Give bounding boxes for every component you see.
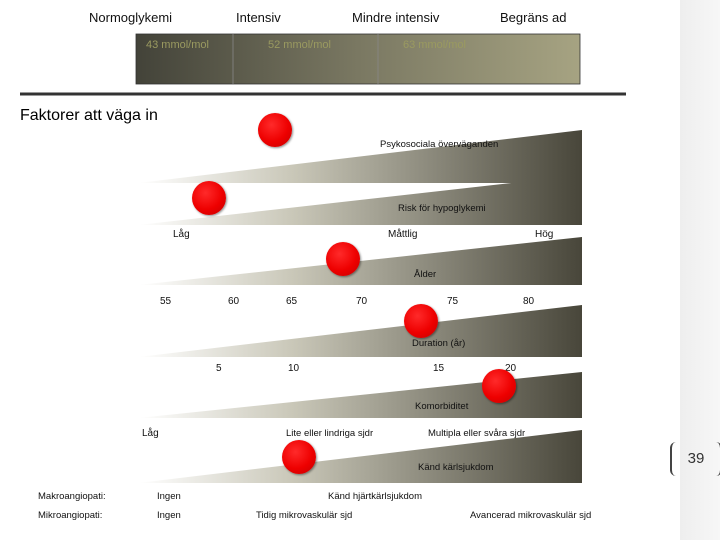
band-value-43: 43 mmol/mol bbox=[146, 39, 209, 51]
target-band bbox=[135, 33, 581, 85]
marker-komorbiditet bbox=[482, 369, 516, 403]
dur-tick-10: 10 bbox=[288, 363, 300, 374]
mikro-early: Tidig mikrovaskulär sjd bbox=[256, 510, 353, 521]
wedge-duration bbox=[138, 305, 582, 357]
makro-label: Makroangiopati: bbox=[38, 491, 106, 502]
wedge-alder bbox=[138, 237, 582, 285]
komorb-low: Låg bbox=[142, 428, 159, 439]
header-begransad: Begräns ad bbox=[500, 10, 567, 25]
wedge-komorbiditet bbox=[138, 372, 582, 418]
mikro-label: Mikroangiopati: bbox=[38, 510, 103, 521]
marker-karlsjukdom bbox=[282, 440, 316, 474]
makro-known: Känd hjärtkärlsjukdom bbox=[328, 491, 422, 502]
komorb-mid: Lite eller lindriga sjdr bbox=[286, 428, 374, 439]
label-psykosociala: Psykosociala överväganden bbox=[380, 139, 499, 150]
age-tick-70: 70 bbox=[356, 296, 368, 307]
wedge-hypoglykemi bbox=[138, 175, 582, 225]
age-tick-75: 75 bbox=[447, 296, 459, 307]
side-strip bbox=[680, 0, 720, 540]
header-normoglykemi: Normoglykemi bbox=[89, 10, 173, 25]
age-tick-80: 80 bbox=[523, 296, 535, 307]
marker-duration bbox=[404, 304, 438, 338]
header-mindre-intensiv: Mindre intensiv bbox=[352, 10, 440, 25]
hypo-high: Hög bbox=[535, 229, 554, 240]
komorb-high: Multipla eller svåra sjdr bbox=[428, 428, 526, 439]
label-karlsjukdom: Känd kärlsjukdom bbox=[418, 462, 494, 473]
age-tick-55: 55 bbox=[160, 296, 172, 307]
mikro-none: Ingen bbox=[157, 510, 181, 521]
age-tick-65: 65 bbox=[286, 296, 298, 307]
label-duration: Duration (år) bbox=[412, 338, 466, 349]
hypo-mid: Måttlig bbox=[388, 229, 418, 240]
mikro-advanced: Avancerad mikrovaskulär sjd bbox=[470, 510, 592, 521]
band-value-52: 52 mmol/mol bbox=[268, 39, 331, 51]
marker-psykosociala bbox=[258, 113, 292, 147]
dur-tick-15: 15 bbox=[433, 363, 445, 374]
makro-none: Ingen bbox=[157, 491, 181, 502]
marker-alder bbox=[326, 242, 360, 276]
wedge-karlsjukdom bbox=[138, 430, 582, 483]
label-alder: Ålder bbox=[414, 269, 437, 280]
page-number: 39 bbox=[670, 442, 720, 476]
band-value-63: 63 mmol/mol bbox=[403, 39, 466, 51]
dur-tick-20: 20 bbox=[505, 363, 517, 374]
label-hypoglykemi: Risk för hypoglykemi bbox=[398, 203, 486, 214]
label-komorbiditet: Komorbiditet bbox=[415, 401, 469, 412]
wedge-psykosociala bbox=[138, 130, 582, 183]
marker-hypoglykemi bbox=[192, 181, 226, 215]
section-title: Faktorer att väga in bbox=[20, 107, 158, 124]
dur-tick-5: 5 bbox=[216, 363, 222, 374]
hypo-low: Låg bbox=[173, 229, 190, 240]
age-tick-60: 60 bbox=[228, 296, 240, 307]
header-intensiv: Intensiv bbox=[236, 10, 281, 25]
